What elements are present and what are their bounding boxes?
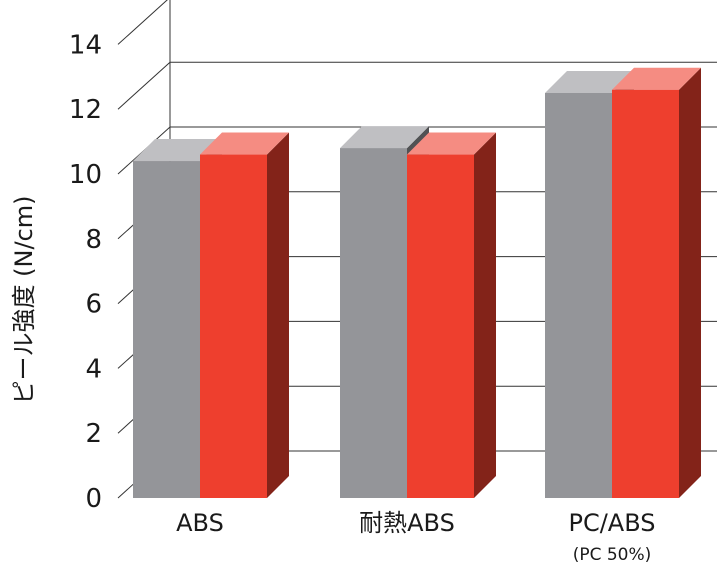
y-tick-label: 4 — [85, 354, 102, 384]
y-axis-ticks: 0 2 4 6 8 10 12 14 — [69, 30, 102, 514]
bar-front — [545, 93, 612, 498]
y-tick-label: 6 — [85, 290, 102, 320]
gridline-diagonal — [117, 0, 168, 45]
bar-front — [340, 148, 407, 498]
bar-top — [545, 71, 634, 93]
category-label: PC/ABS — [568, 509, 655, 537]
bar-2-PC/ABS — [612, 67, 701, 498]
y-tick-label: 10 — [69, 160, 102, 190]
y-axis-label: ピール強度 (N/cm) — [10, 196, 38, 405]
category-label: 耐熱ABS — [359, 509, 455, 537]
bar-front — [200, 154, 267, 498]
y-tick-label: 0 — [85, 484, 102, 514]
bar-front — [407, 154, 474, 498]
y-tick-label: 2 — [85, 419, 102, 449]
x-axis-categories: ABS 耐熱ABS PC/ABS (PC 50%) — [176, 509, 655, 565]
bars — [133, 67, 701, 499]
bar-front — [133, 161, 200, 499]
bar-side — [267, 132, 289, 498]
category-sublabel: (PC 50%) — [573, 545, 652, 565]
bar-2-ABS — [200, 132, 289, 498]
bar-top — [407, 132, 496, 155]
category-label: ABS — [176, 509, 224, 537]
gridline-diagonal — [117, 61, 171, 110]
bar-top — [133, 139, 222, 162]
bar-side — [679, 67, 701, 498]
bar-2-耐熱ABS — [407, 132, 496, 498]
y-tick-label: 14 — [69, 30, 102, 60]
bar-front — [612, 89, 679, 498]
bar-top — [340, 126, 429, 149]
y-tick-label: 8 — [85, 225, 102, 255]
bar-side — [474, 132, 496, 498]
y-tick-label: 12 — [69, 95, 102, 125]
bar-top — [612, 67, 701, 90]
bar-top — [200, 132, 289, 155]
